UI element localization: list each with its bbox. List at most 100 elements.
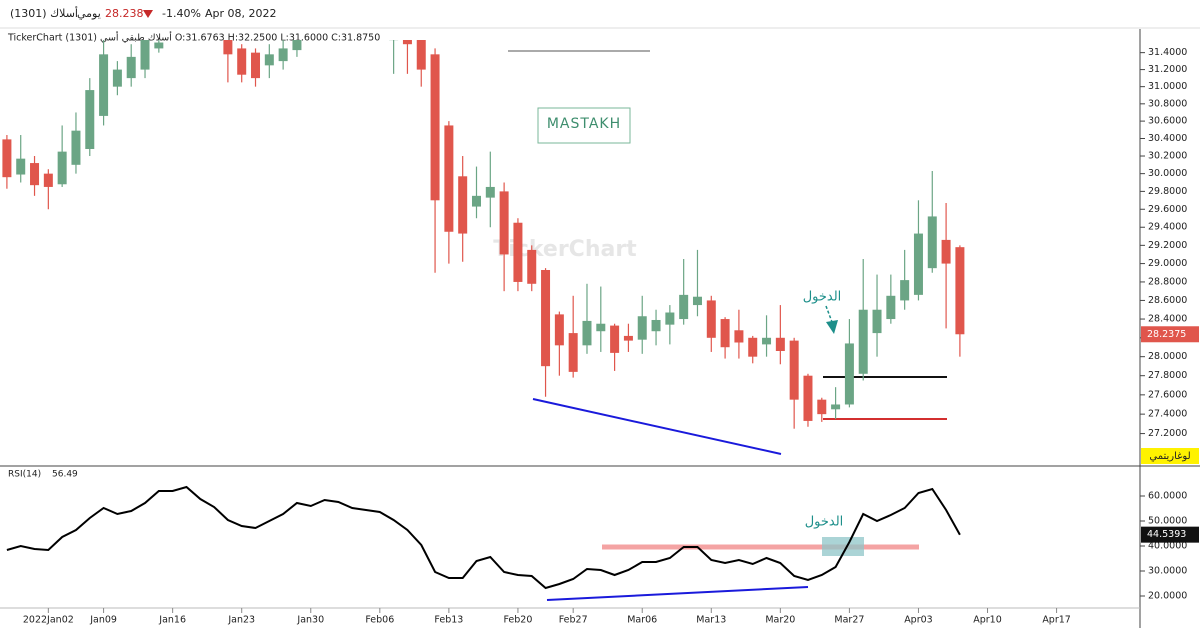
x-tick-label: Apr03 — [904, 615, 933, 626]
candle-body — [872, 309, 882, 334]
entry-arrow-head — [826, 320, 838, 334]
x-tick-label: Mar27 — [834, 615, 864, 626]
candle-body — [223, 40, 233, 55]
axes: 27.200027.400027.600027.800028.000028.20… — [23, 47, 1199, 626]
rsi-entry-label: الدخول — [805, 515, 844, 530]
y-tick-label: 29.8000 — [1148, 186, 1187, 197]
candle-body — [278, 48, 288, 62]
y-tick-label: 29.0000 — [1148, 258, 1187, 269]
candle-body — [430, 54, 440, 201]
candle-body — [637, 316, 647, 340]
y-tick-label: 31.2000 — [1148, 64, 1187, 75]
candle-body — [30, 163, 40, 186]
candle-body — [264, 54, 274, 66]
rsi-value-box — [1141, 526, 1199, 543]
candle-body — [85, 90, 95, 149]
candle-body — [471, 195, 481, 207]
candle-body — [57, 151, 67, 185]
y-tick-label: 27.8000 — [1148, 370, 1187, 381]
candle-body — [416, 40, 426, 70]
x-tick-label: Jan30 — [296, 615, 324, 626]
x-tick-label: Feb13 — [434, 615, 463, 626]
x-tick-label: Mar13 — [696, 615, 726, 626]
candle-body — [154, 42, 164, 49]
x-tick-label: Apr10 — [973, 615, 1002, 626]
period: يومي — [77, 7, 101, 20]
y-tick-label: 27.2000 — [1148, 428, 1187, 439]
candle-body — [485, 186, 495, 198]
candle-body — [817, 399, 827, 415]
header: أسلاك (1301) يومي 28.238 -1.40% Apr 08, … — [0, 0, 1200, 29]
x-tick-label: Jan16 — [158, 615, 186, 626]
y-tick-label: 28.0000 — [1148, 351, 1187, 362]
candle-body — [789, 340, 799, 400]
candle-body — [251, 52, 261, 79]
rsi-legend-value: 56.49 — [52, 470, 78, 480]
y-tick-label: 50.0000 — [1148, 516, 1187, 527]
candle-body — [112, 69, 122, 87]
candle-body — [720, 319, 730, 348]
logo: MASTAKH — [547, 116, 621, 132]
candle-body — [610, 325, 620, 353]
y-tick-label: 28.6000 — [1148, 295, 1187, 306]
x-tick-label: Feb27 — [559, 615, 588, 626]
candle-body — [623, 335, 633, 341]
candle-body — [927, 216, 937, 269]
candle-body — [71, 130, 81, 165]
y-tick-label: 30.0000 — [1148, 168, 1187, 179]
y-tick-label: 20.0000 — [1148, 591, 1187, 602]
candle-body — [651, 319, 661, 332]
x-tick-label: 2022Jan02 — [23, 615, 74, 626]
candle-body — [706, 300, 716, 338]
candle-body — [140, 40, 150, 70]
candle-body — [955, 247, 965, 335]
y-tick-label: 28.8000 — [1148, 276, 1187, 287]
candle-body — [389, 40, 399, 41]
candle-body — [499, 191, 509, 255]
candle-body — [292, 40, 302, 51]
y-tick-label: 30.4000 — [1148, 133, 1187, 144]
trend-line — [532, 398, 782, 455]
candle-body — [596, 323, 606, 332]
candle-body — [900, 280, 910, 301]
candle-body — [237, 48, 247, 75]
candle-body — [941, 239, 951, 264]
date: Apr 08, 2022 — [205, 7, 277, 20]
candle-body — [43, 173, 53, 187]
y-tick-label: 27.4000 — [1148, 409, 1187, 420]
candle-body — [679, 294, 689, 320]
x-tick-label: Jan23 — [227, 615, 255, 626]
candle-body — [734, 330, 744, 343]
candle-body — [458, 176, 468, 234]
candle-body — [803, 375, 813, 421]
x-tick-label: Mar20 — [765, 615, 795, 626]
rsi-value-label: 44.5393 — [1147, 529, 1186, 540]
candle-body — [513, 222, 523, 282]
candle-body — [402, 40, 412, 45]
y-tick-label: 27.6000 — [1148, 389, 1187, 400]
y-tick-label: 40.0000 — [1148, 541, 1187, 552]
candle-body — [568, 333, 578, 372]
candle-body — [844, 343, 854, 405]
x-tick-label: Apr17 — [1042, 615, 1071, 626]
candle-body — [831, 404, 841, 410]
symbol: أسلاك (1301) — [10, 6, 78, 20]
x-tick-label: Mar06 — [627, 615, 657, 626]
last-price-box — [1141, 326, 1199, 343]
y-tick-label: 29.6000 — [1148, 204, 1187, 215]
candle-body — [858, 309, 868, 374]
candle-body — [582, 320, 592, 346]
chart-title: TickerChart (1301) أسلاك طبقي أسي O:31.6… — [7, 31, 380, 44]
candle-body — [886, 295, 896, 320]
candle-body — [16, 158, 26, 175]
candle-body — [692, 296, 702, 306]
header-bar — [0, 0, 1200, 28]
y-tick-label: 30.0000 — [1148, 566, 1187, 577]
down-arrow — [143, 10, 153, 18]
candle-body — [126, 56, 136, 79]
rsi-line — [6, 485, 961, 590]
scale-label: لوغاريتمي — [1149, 451, 1190, 462]
y-tick-label: 28.4000 — [1148, 314, 1187, 325]
candle-body — [2, 139, 12, 178]
logo-box — [537, 107, 631, 144]
